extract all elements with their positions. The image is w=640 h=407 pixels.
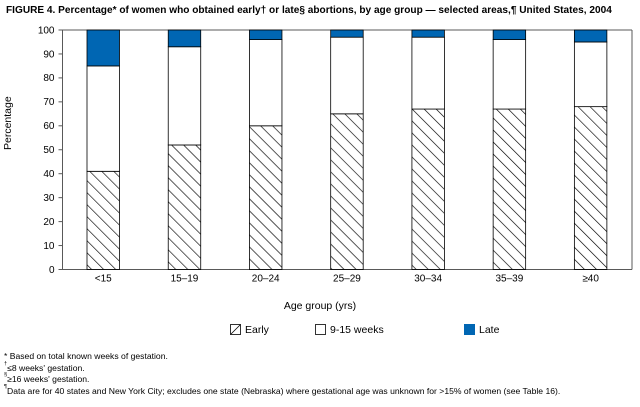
svg-text:<15: <15 [95,274,112,283]
svg-text:70: 70 [43,97,55,108]
svg-text:30: 30 [43,193,55,204]
svg-text:10: 10 [43,241,55,252]
svg-text:20–24: 20–24 [252,274,280,283]
svg-text:≥40: ≥40 [582,274,599,283]
svg-text:60: 60 [43,121,55,132]
svg-text:100: 100 [38,25,55,36]
svg-text:15–19: 15–19 [171,274,199,283]
svg-text:35–39: 35–39 [495,274,523,283]
svg-text:40: 40 [43,169,55,180]
svg-text:30–34: 30–34 [414,274,442,283]
svg-text:90: 90 [43,49,55,60]
svg-text:0: 0 [49,265,55,276]
svg-text:50: 50 [43,145,55,156]
svg-text:20: 20 [43,217,55,228]
svg-text:80: 80 [43,73,55,84]
svg-text:25–29: 25–29 [333,274,361,283]
